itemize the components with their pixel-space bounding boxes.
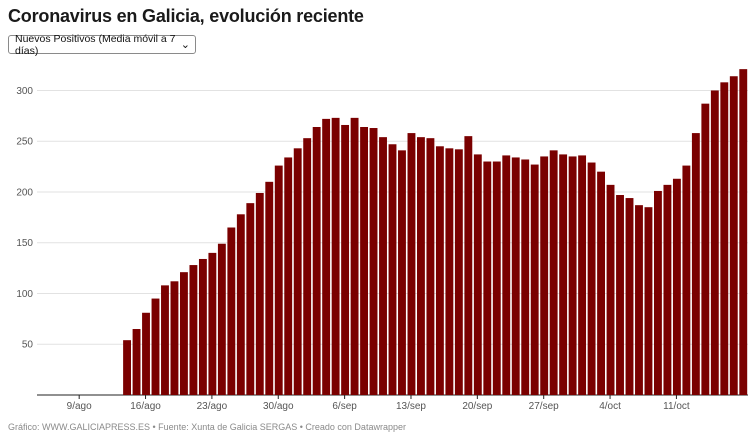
bar[interactable]: [483, 161, 492, 395]
bar[interactable]: [341, 124, 350, 395]
bar[interactable]: [388, 144, 397, 395]
bar[interactable]: [265, 181, 274, 395]
bar[interactable]: [350, 117, 359, 396]
y-tick-label: 150: [16, 238, 33, 249]
bar[interactable]: [511, 157, 520, 395]
bar[interactable]: [635, 205, 643, 395]
bar[interactable]: [701, 103, 710, 396]
y-tick-label: 200: [16, 187, 33, 198]
bar[interactable]: [597, 171, 605, 395]
bar[interactable]: [180, 272, 188, 395]
bar[interactable]: [549, 150, 558, 395]
bar[interactable]: [217, 243, 226, 395]
y-tick-label: 250: [16, 137, 33, 148]
bar[interactable]: [710, 90, 719, 395]
bar[interactable]: [255, 192, 264, 395]
bar[interactable]: [189, 265, 198, 395]
bar[interactable]: [559, 154, 568, 395]
x-tick-label: 6/sep: [332, 401, 357, 412]
bar[interactable]: [502, 155, 511, 395]
bar[interactable]: [170, 281, 179, 395]
bar[interactable]: [284, 157, 293, 395]
bar[interactable]: [151, 298, 160, 395]
bar[interactable]: [540, 156, 549, 395]
x-tick-label: 27/sep: [529, 401, 559, 412]
bar[interactable]: [227, 227, 236, 396]
bar[interactable]: [417, 137, 425, 395]
bar[interactable]: [644, 207, 653, 395]
bar[interactable]: [672, 178, 681, 395]
bar[interactable]: [691, 133, 700, 395]
bar[interactable]: [464, 136, 473, 395]
x-tick-label: 9/ago: [67, 401, 92, 412]
bar[interactable]: [198, 258, 207, 395]
bar[interactable]: [331, 117, 340, 396]
bar[interactable]: [625, 198, 634, 395]
bar[interactable]: [246, 203, 255, 395]
bar[interactable]: [578, 155, 587, 395]
x-tick-label: 4/oct: [599, 401, 621, 412]
x-tick-label: 13/sep: [396, 401, 426, 412]
bar[interactable]: [445, 148, 454, 395]
bar[interactable]: [616, 195, 624, 395]
bar[interactable]: [208, 252, 217, 395]
x-tick-label: 20/sep: [462, 401, 492, 412]
bar[interactable]: [568, 156, 577, 395]
x-tick-label: 23/ago: [197, 401, 228, 412]
metric-select[interactable]: Nuevos Positivos (Media móvil a 7 días) …: [8, 32, 196, 57]
chart-title: Coronavirus en Galicia, evolución recien…: [8, 6, 364, 26]
bar[interactable]: [322, 118, 331, 395]
bar[interactable]: [123, 340, 131, 395]
bar[interactable]: [426, 138, 435, 396]
bar[interactable]: [521, 159, 530, 395]
bar[interactable]: [492, 161, 501, 395]
bar[interactable]: [473, 154, 482, 395]
bar[interactable]: [132, 329, 141, 395]
bar[interactable]: [587, 162, 596, 395]
y-tick-label: 100: [16, 289, 33, 300]
bar[interactable]: [435, 146, 444, 395]
bar[interactable]: [407, 133, 416, 395]
bar[interactable]: [142, 312, 150, 395]
x-tick-label: 16/ago: [130, 401, 161, 412]
y-tick-label: 50: [22, 340, 34, 351]
bar[interactable]: [293, 148, 302, 395]
bar[interactable]: [454, 149, 463, 395]
x-tick-label: 30/ago: [263, 401, 294, 412]
bar[interactable]: [369, 128, 378, 395]
bar[interactable]: [654, 190, 662, 395]
bar[interactable]: [720, 82, 729, 395]
bar[interactable]: [303, 138, 312, 396]
chevron-down-icon: ⌄: [180, 39, 190, 51]
bar[interactable]: [530, 164, 539, 395]
bar[interactable]: [236, 214, 245, 395]
bar[interactable]: [360, 127, 368, 395]
bar[interactable]: [663, 184, 672, 395]
bar[interactable]: [682, 165, 691, 395]
chart-footer: Gráfico: WWW.GALICIAPRESS.ES • Fuente: X…: [8, 422, 406, 432]
bar[interactable]: [312, 127, 321, 395]
metric-select-value: Nuevos Positivos (Media móvil a 7 días): [15, 32, 176, 57]
bar[interactable]: [161, 285, 169, 395]
bar[interactable]: [398, 150, 406, 395]
y-tick-label: 300: [16, 86, 33, 97]
bar[interactable]: [379, 137, 387, 395]
bar[interactable]: [739, 69, 748, 395]
bar[interactable]: [606, 184, 615, 395]
x-tick-label: 11/oct: [663, 401, 690, 412]
bar[interactable]: [729, 76, 738, 396]
bar[interactable]: [274, 165, 283, 395]
